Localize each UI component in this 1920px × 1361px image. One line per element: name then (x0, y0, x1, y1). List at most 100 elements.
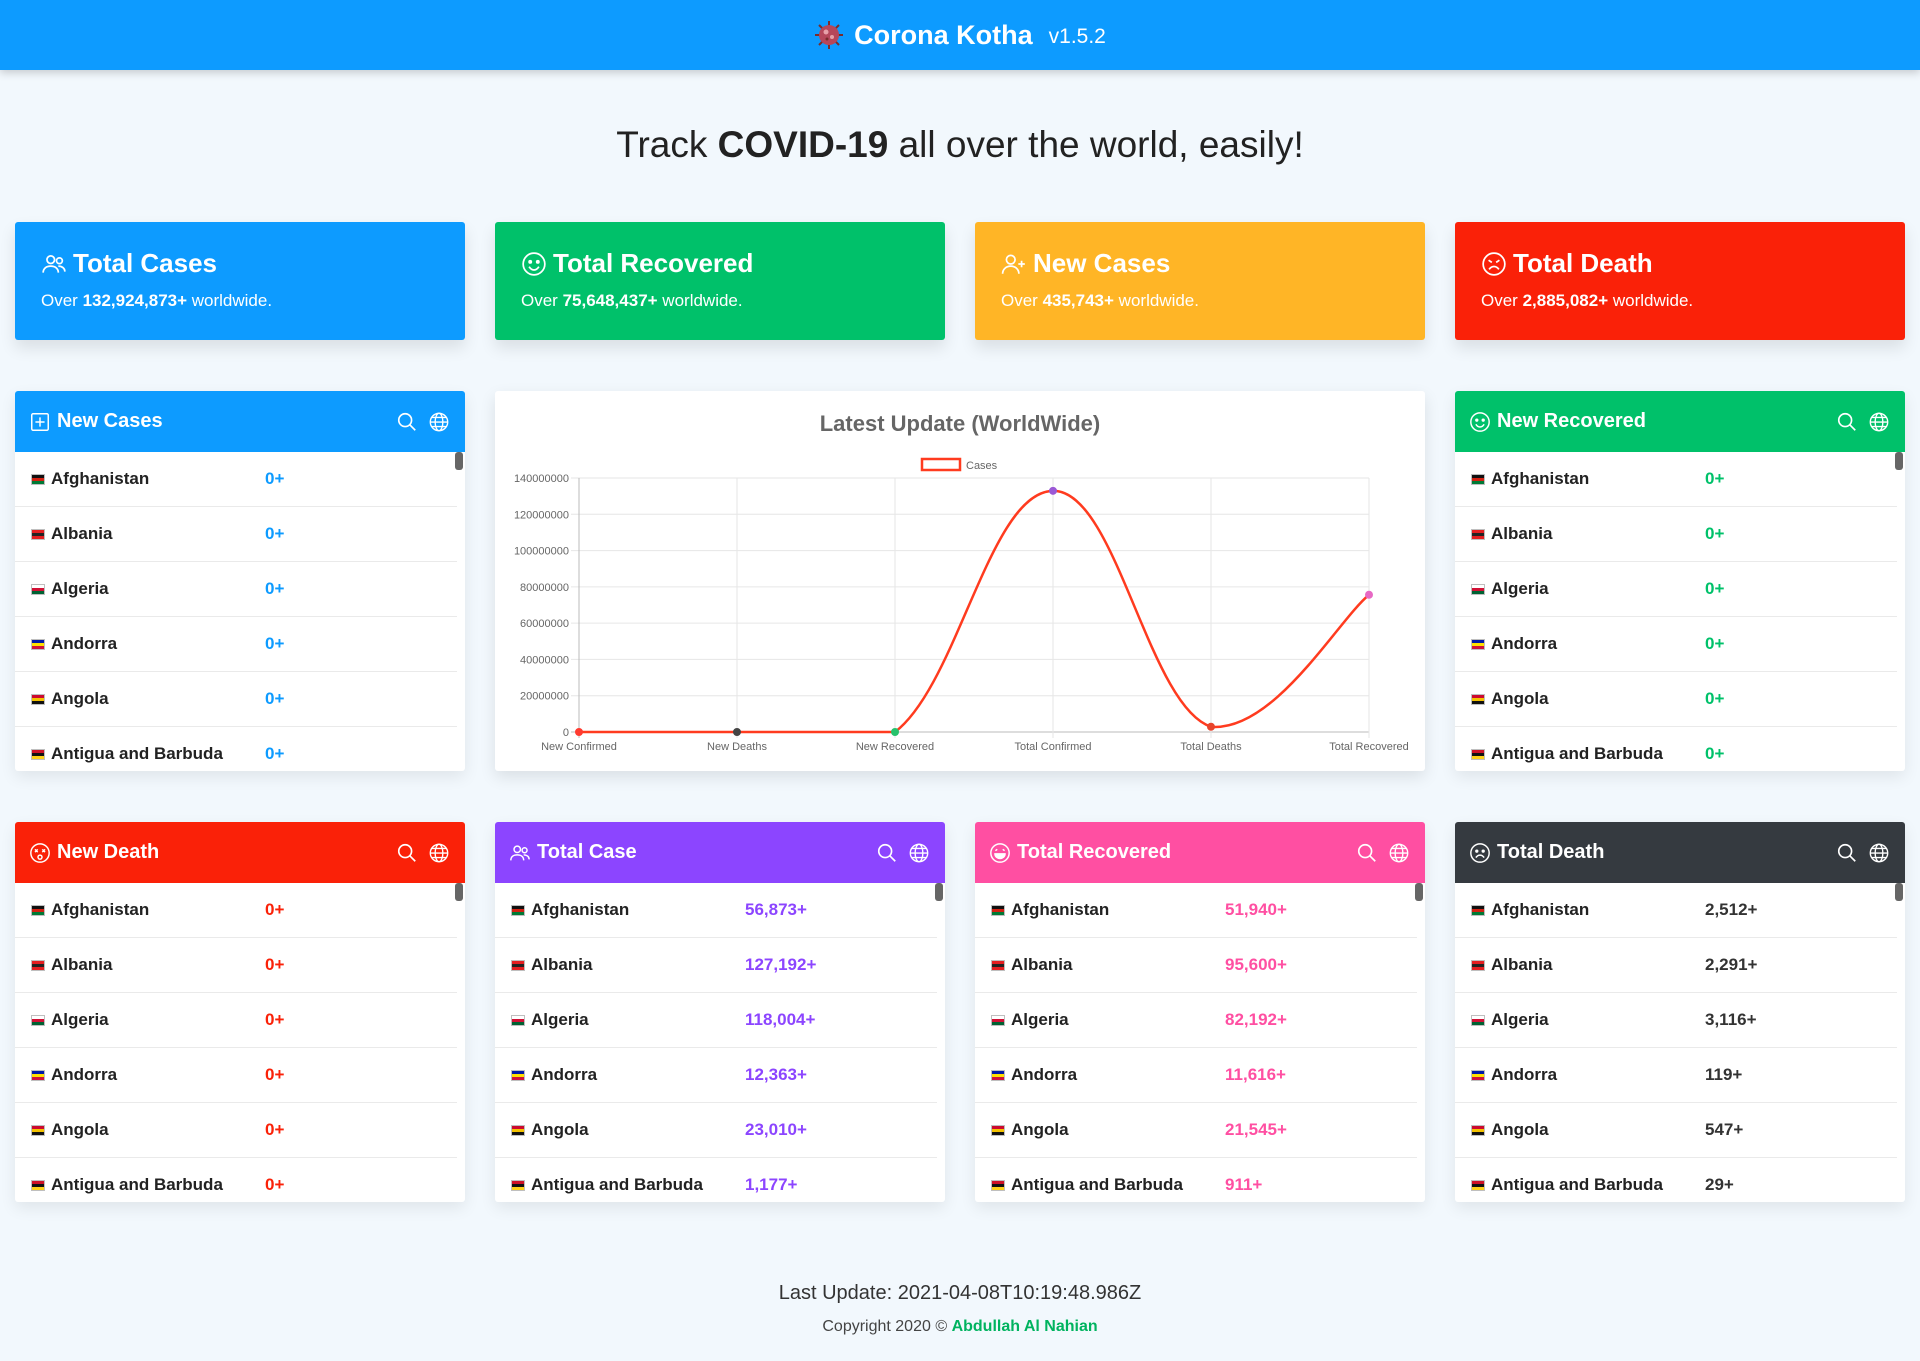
search-icon (1837, 843, 1856, 862)
country-list[interactable]: Afghanistan 0+ Albania 0+ Algeria 0+ Andorra 0+… (1455, 452, 1905, 771)
scrollbar-thumb[interactable] (1895, 883, 1903, 901)
list-item[interactable]: Albania 0+ (1455, 507, 1897, 562)
panel-header: Total Case (495, 822, 945, 883)
flag-icon (991, 1124, 1005, 1136)
list-item[interactable]: Albania 0+ (15, 507, 457, 562)
list-item[interactable]: Antigua and Barbuda 0+ (15, 727, 457, 771)
country-value: 0+ (265, 524, 285, 543)
flag-icon (1471, 583, 1485, 595)
list-item[interactable]: Algeria 0+ (15, 562, 457, 617)
panel-total-case: Total Case Afghanistan 56,873+ Albania 127,1… (495, 822, 945, 1202)
list-item[interactable]: Andorra 12,363+ (495, 1048, 937, 1103)
country-name: Antigua and Barbuda (1491, 744, 1663, 763)
virus-icon (815, 21, 844, 49)
list-item[interactable]: Albania 95,600+ (975, 938, 1417, 993)
list-item[interactable]: Albania 2,291+ (1455, 938, 1897, 993)
panel-title: Total Case (537, 841, 637, 863)
data-point (1365, 590, 1373, 599)
globe-button[interactable] (1867, 410, 1891, 434)
flag-icon (31, 1069, 45, 1081)
list-item[interactable]: Afghanistan 56,873+ (495, 883, 937, 938)
country-value: 0+ (1705, 689, 1725, 708)
country-value: 0+ (1705, 469, 1725, 488)
search-button[interactable] (395, 841, 419, 865)
list-item[interactable]: Afghanistan 0+ (1455, 452, 1897, 507)
country-list[interactable]: Afghanistan 0+ Albania 0+ Algeria 0+ Andorra 0+… (15, 452, 465, 771)
data-point (1049, 486, 1057, 495)
country-name: Angola (1011, 1120, 1069, 1139)
globe-button[interactable] (1387, 841, 1411, 865)
list-item[interactable]: Algeria 118,004+ (495, 993, 937, 1048)
scrollbar-thumb[interactable] (455, 452, 463, 470)
scrollbar-thumb[interactable] (455, 883, 463, 901)
list-item[interactable]: Antigua and Barbuda 0+ (1455, 727, 1897, 771)
country-name: Andorra (51, 1065, 118, 1084)
list-item[interactable]: Antigua and Barbuda 1,177+ (495, 1158, 937, 1202)
list-item[interactable]: Albania 0+ (15, 938, 457, 993)
country-value: 95,600+ (1225, 955, 1287, 974)
globe-button[interactable] (907, 841, 931, 865)
list-item[interactable]: Angola 0+ (15, 1103, 457, 1158)
globe-button[interactable] (427, 841, 451, 865)
x-tick-label: New Confirmed (541, 741, 617, 753)
scrollbar-thumb[interactable] (935, 883, 943, 901)
panel-header: New Cases (15, 391, 465, 452)
list-item[interactable]: Andorra 0+ (15, 617, 457, 672)
flag-icon (991, 1069, 1005, 1081)
search-button[interactable] (1355, 841, 1379, 865)
search-icon (1357, 843, 1376, 862)
globe-button[interactable] (427, 410, 451, 434)
country-value: 3,116+ (1705, 1010, 1757, 1029)
list-item[interactable]: Andorra 119+ (1455, 1048, 1897, 1103)
country-name: Antigua and Barbuda (1011, 1175, 1183, 1194)
country-list[interactable]: Afghanistan 51,940+ Albania 95,600+ Algeria 8… (975, 883, 1425, 1202)
stat-value: 435,743+ (1042, 291, 1114, 310)
list-item[interactable]: Algeria 0+ (15, 993, 457, 1048)
scrollbar-thumb[interactable] (1415, 883, 1423, 901)
search-button[interactable] (875, 841, 899, 865)
brand[interactable]: Corona Kotha v1.5.2 (814, 20, 1106, 51)
list-item[interactable]: Andorra 11,616+ (975, 1048, 1417, 1103)
panel-title: Total Death (1497, 841, 1605, 863)
country-list[interactable]: Afghanistan 56,873+ Albania 127,192+ Algeria… (495, 883, 945, 1202)
list-item[interactable]: Angola 23,010+ (495, 1103, 937, 1158)
y-tick-label: 120000000 (514, 509, 569, 521)
panel-new-cases: New Cases Afghanistan 0+ Albania 0+ Algeria 0+… (15, 391, 465, 771)
author-link[interactable]: Abdullah Al Nahian (951, 1318, 1098, 1335)
search-button[interactable] (1835, 410, 1859, 434)
list-item[interactable]: Antigua and Barbuda 0+ (15, 1158, 457, 1202)
list-item[interactable]: Afghanistan 0+ (15, 452, 457, 507)
list-item[interactable]: Angola 0+ (15, 672, 457, 727)
country-list[interactable]: Afghanistan 0+ Albania 0+ Algeria 0+ Andorra 0+… (15, 883, 465, 1202)
country-value: 51,940+ (1225, 900, 1287, 919)
list-item[interactable]: Algeria 0+ (1455, 562, 1897, 617)
list-item[interactable]: Afghanistan 51,940+ (975, 883, 1417, 938)
country-name: Albania (1491, 955, 1553, 974)
list-item[interactable]: Algeria 3,116+ (1455, 993, 1897, 1048)
list-item[interactable]: Angola 0+ (1455, 672, 1897, 727)
list-item[interactable]: Albania 127,192+ (495, 938, 937, 993)
app-version: v1.5.2 (1048, 25, 1106, 48)
list-item[interactable]: Afghanistan 2,512+ (1455, 883, 1897, 938)
search-button[interactable] (395, 410, 419, 434)
flag-icon (511, 1014, 525, 1026)
list-item[interactable]: Andorra 0+ (15, 1048, 457, 1103)
worldwide-line-chart: Latest Update (WorldWide) Cases 0 20000000 4… (514, 411, 1409, 753)
list-item[interactable]: Antigua and Barbuda 29+ (1455, 1158, 1897, 1202)
list-item[interactable]: Andorra 0+ (1455, 617, 1897, 672)
country-name: Algeria (1491, 579, 1549, 598)
panel-header: Total Recovered (975, 822, 1425, 883)
list-item[interactable]: Algeria 82,192+ (975, 993, 1417, 1048)
globe-button[interactable] (1867, 841, 1891, 865)
list-item[interactable]: Angola 547+ (1455, 1103, 1897, 1158)
search-button[interactable] (1835, 841, 1859, 865)
list-item[interactable]: Angola 21,545+ (975, 1103, 1417, 1158)
country-name: Algeria (51, 1010, 109, 1029)
y-tick-label: 140000000 (514, 473, 569, 485)
list-item[interactable]: Afghanistan 0+ (15, 883, 457, 938)
country-list[interactable]: Afghanistan 2,512+ Albania 2,291+ Algeria 3,1… (1455, 883, 1905, 1202)
country-value: 0+ (265, 689, 285, 708)
country-name: Afghanistan (1011, 900, 1110, 919)
list-item[interactable]: Antigua and Barbuda 911+ (975, 1158, 1417, 1202)
scrollbar-thumb[interactable] (1895, 452, 1903, 470)
